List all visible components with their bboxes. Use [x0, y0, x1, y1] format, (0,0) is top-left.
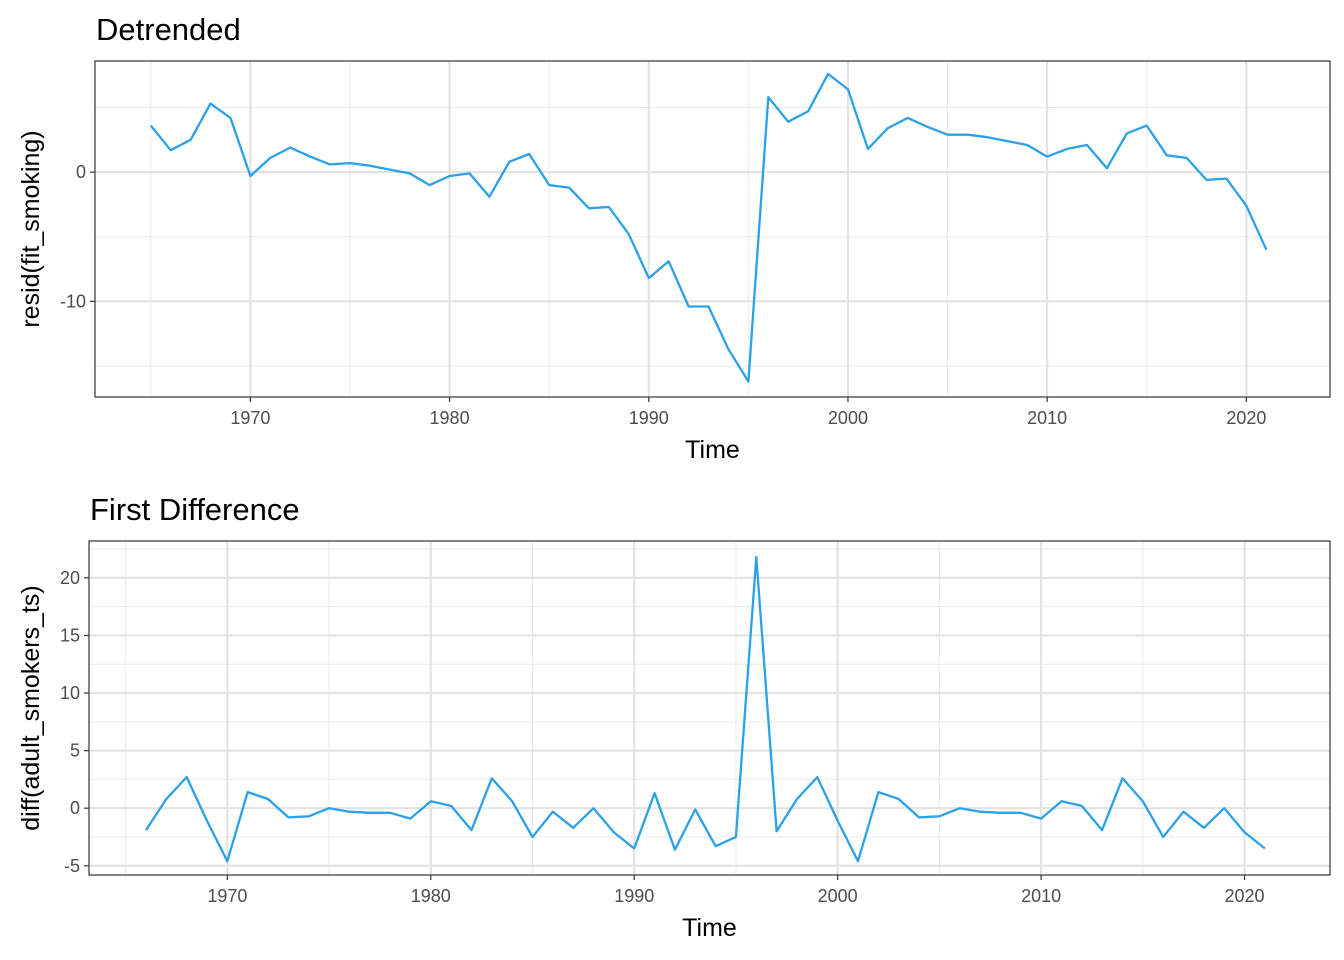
- detrended-x-tick-label: 2000: [828, 408, 868, 428]
- first-difference-y-tick-label: 5: [70, 741, 80, 761]
- detrended-series-path: [149, 72, 1268, 383]
- first-difference-y-tick-label: -5: [64, 856, 80, 876]
- detrended-x-tick-label: 2010: [1027, 408, 1067, 428]
- first-difference-axes: 1970 1980 1990 2000 2010 2020 -5 0 5 10 15 20: [60, 568, 1265, 906]
- first-difference-title: First Difference: [90, 492, 300, 527]
- first-difference-y-tick-label: 15: [60, 625, 80, 645]
- detrended-y-tick-label: 0: [76, 162, 86, 182]
- detrended-series-line: [149, 72, 1268, 383]
- detrended-grid: [95, 61, 1330, 397]
- first-difference-plot-border: [88, 540, 1331, 876]
- detrended-x-tick-label: 1980: [430, 408, 470, 428]
- first-difference-series-line: [145, 555, 1266, 863]
- first-difference-y-tick-label: 0: [70, 798, 80, 818]
- detrended-plot-border: [94, 60, 1331, 398]
- detrended-y-tick-label: -10: [60, 291, 86, 311]
- first-difference-panel: First Difference 1970 1980 1990 2000 2010 202…: [17, 492, 1331, 942]
- detrended-title: Detrended: [96, 12, 241, 47]
- detrended-y-axis-label: resid(fit_smoking): [17, 130, 45, 327]
- first-difference-x-tick-label: 1980: [411, 886, 451, 906]
- detrended-x-tick-label: 1970: [230, 408, 270, 428]
- detrended-x-axis-label: Time: [685, 436, 740, 464]
- first-difference-y-axis-label: diff(adult_smokers_ts): [17, 585, 45, 830]
- first-difference-x-tick-label: 2010: [1021, 886, 1061, 906]
- first-difference-x-tick-label: 2000: [818, 886, 858, 906]
- first-difference-series-path: [145, 555, 1266, 863]
- first-difference-x-axis-label: Time: [682, 914, 737, 942]
- detrended-panel: Detrended 1970 1980 1990 2000 2010 2020 -10 0 T…: [17, 12, 1331, 464]
- detrended-x-tick-label: 2020: [1226, 408, 1266, 428]
- first-difference-y-tick-label: 10: [60, 683, 80, 703]
- detrended-axes: 1970 1980 1990 2000 2010 2020 -10 0: [60, 162, 1266, 428]
- detrended-x-tick-label: 1990: [629, 408, 669, 428]
- first-difference-x-tick-label: 1990: [614, 886, 654, 906]
- first-difference-x-tick-label: 2020: [1225, 886, 1265, 906]
- first-difference-y-tick-label: 20: [60, 568, 80, 588]
- first-difference-grid: [89, 541, 1330, 875]
- first-difference-x-tick-label: 1970: [207, 886, 247, 906]
